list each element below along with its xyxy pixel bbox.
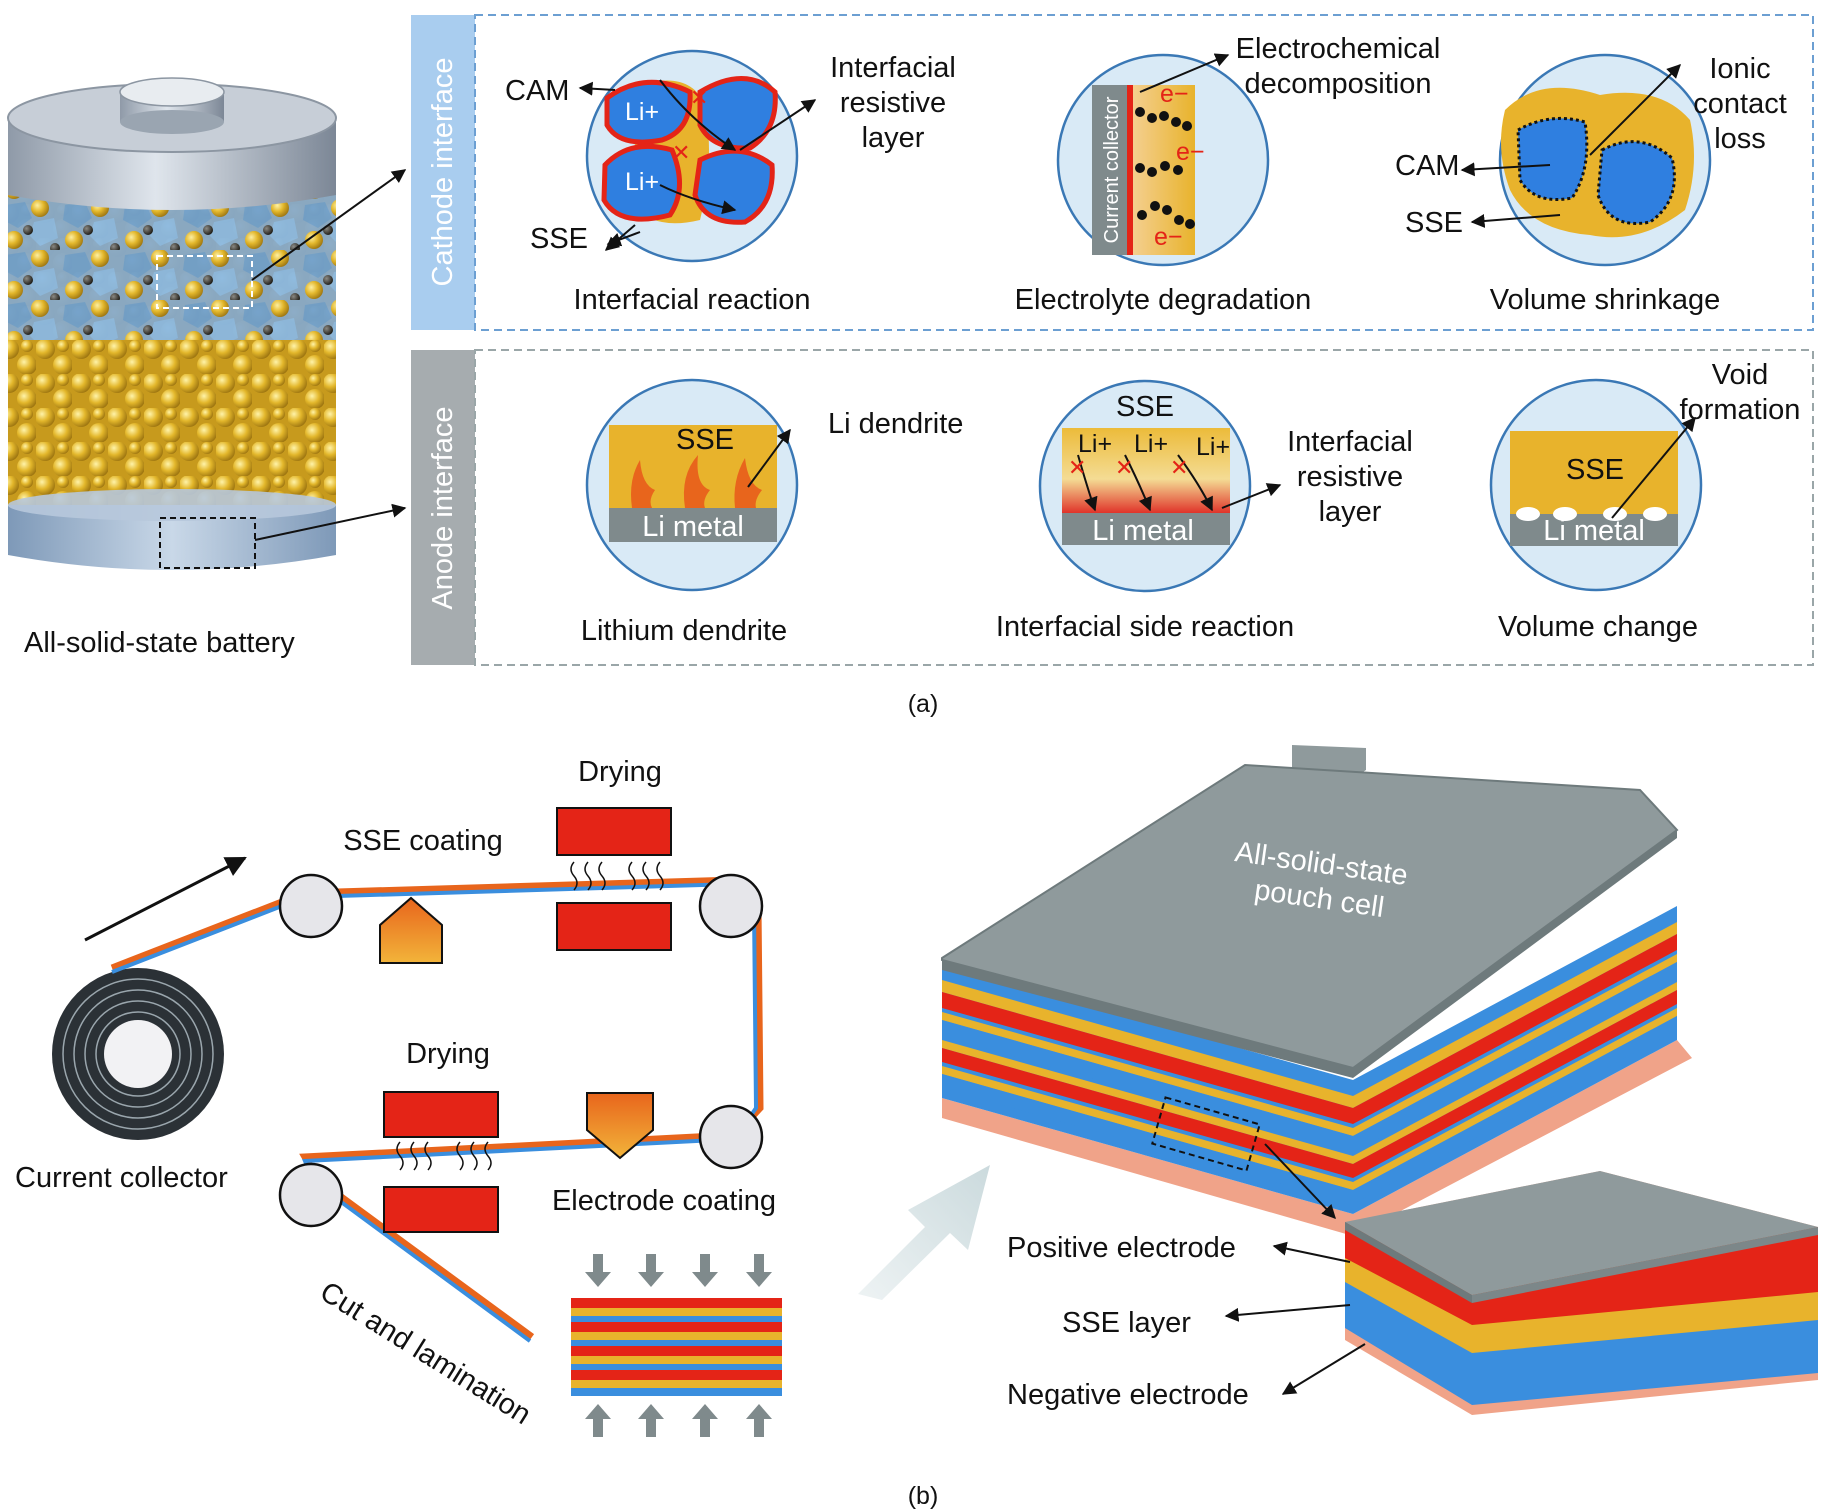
void-formation-label-1: Void: [1712, 359, 1768, 391]
reaction-layer-label-3: layer: [862, 122, 925, 154]
positive-electrode-label: Positive electrode: [1007, 1232, 1236, 1264]
li-ion-label-1: Li+: [625, 98, 659, 126]
anode-panel: [411, 349, 1814, 666]
current-collector-caption: Current collector: [15, 1162, 228, 1194]
layer-stack-zoom: [1224, 1171, 1818, 1415]
side-layer-label-3: layer: [1319, 496, 1382, 528]
current-collector-label: Current collector: [1101, 96, 1123, 243]
side-layer-label-2: resistive: [1297, 461, 1403, 493]
svg-text:✕: ✕: [1068, 455, 1086, 480]
electrode-coating-label: Electrode coating: [552, 1185, 776, 1217]
reaction-cam-label: CAM: [505, 75, 569, 107]
electron-label-2: e−: [1176, 138, 1205, 166]
side-li-ion-2: Li+: [1134, 430, 1168, 458]
volume-change-diagram: [1489, 378, 1703, 592]
panel-a-caption: (a): [908, 690, 939, 718]
sse-coating-label: SSE coating: [343, 825, 503, 857]
volume-shrinkage-caption: Volume shrinkage: [1490, 284, 1721, 316]
interfacial-reaction-caption: Interfacial reaction: [574, 284, 811, 316]
battery-label: All-solid-state battery: [24, 627, 295, 659]
side-layer-label-1: Interfacial: [1287, 426, 1413, 458]
side-li-ion-1: Li+: [1078, 430, 1112, 458]
li-ion-label-2: Li+: [625, 168, 659, 196]
volume-change-caption: Volume change: [1498, 611, 1698, 643]
contact-loss-label-3: loss: [1714, 123, 1766, 155]
negative-electrode-label: Negative electrode: [1007, 1379, 1249, 1411]
lithium-dendrite-diagram: [585, 378, 799, 592]
reaction-layer-label-1: Interfacial: [830, 52, 956, 84]
svg-text:✕: ✕: [672, 140, 690, 165]
dendrite-metal-label: Li metal: [642, 511, 744, 543]
svg-text:✕: ✕: [1170, 455, 1188, 480]
dendrite-sse-label: SSE: [676, 424, 734, 456]
battery-illustration: [7, 77, 407, 570]
volume-metal-label: Li metal: [1543, 515, 1645, 547]
void-formation-label-2: formation: [1680, 394, 1801, 426]
electrolyte-degradation-diagram: [1056, 53, 1270, 267]
contact-loss-label-2: contact: [1693, 88, 1787, 120]
svg-text:✕: ✕: [690, 85, 708, 110]
volume-shrinkage-diagram: [1460, 53, 1712, 267]
reaction-layer-label-2: resistive: [840, 87, 946, 119]
electron-label-1: e−: [1160, 80, 1189, 108]
pouch-cell: [941, 745, 1692, 1236]
interfacial-side-reaction-caption: Interfacial side reaction: [996, 611, 1294, 643]
sse-layer-label: SSE layer: [1062, 1307, 1191, 1339]
decomposition-label-1: Electrochemical: [1236, 33, 1441, 65]
lithium-dendrite-caption: Lithium dendrite: [581, 615, 787, 647]
svg-text:✕: ✕: [1115, 455, 1133, 480]
side-li-ion-3: Li+: [1196, 433, 1230, 461]
reaction-sse-label: SSE: [530, 223, 588, 255]
li-dendrite-label: Li dendrite: [828, 408, 963, 440]
panel-b-caption: (b): [908, 1482, 939, 1510]
shrinkage-sse-label: SSE: [1405, 207, 1463, 239]
contact-loss-label-1: Ionic: [1709, 53, 1770, 85]
manufacturing-process: [52, 807, 990, 1437]
drying-label-top: Drying: [578, 756, 662, 788]
interfacial-reaction-diagram: ✕ ✕: [578, 49, 817, 263]
side-metal-label: Li metal: [1092, 515, 1194, 547]
anode-interface-title: Anode interface: [427, 406, 459, 609]
shrinkage-cam-label: CAM: [1395, 150, 1459, 182]
cathode-interface-title: Cathode interface: [427, 58, 459, 287]
decomposition-label-2: decomposition: [1245, 68, 1432, 100]
electrolyte-degradation-caption: Electrolyte degradation: [1015, 284, 1312, 316]
cut-lamination-label: Cut and lamination: [314, 1276, 536, 1431]
interfacial-side-reaction-diagram: ✕ ✕ ✕: [1038, 379, 1282, 593]
electron-label-3: e−: [1154, 223, 1183, 251]
side-sse-label: SSE: [1116, 391, 1174, 423]
drying-label-bottom: Drying: [406, 1038, 490, 1070]
volume-sse-label: SSE: [1566, 454, 1624, 486]
cathode-panel: [411, 14, 1814, 331]
